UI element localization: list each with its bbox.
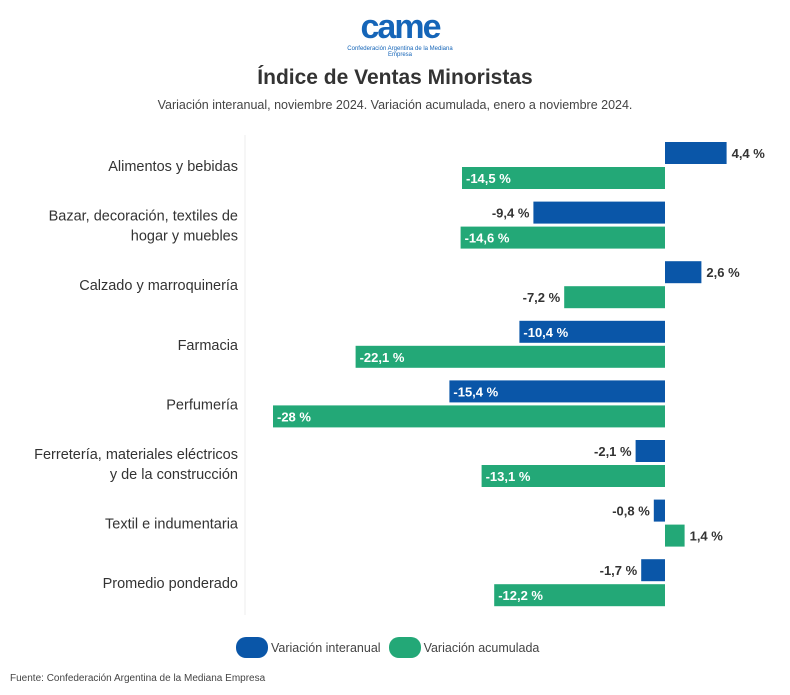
data-label: -15,4 %: [453, 384, 498, 399]
category-label: Textil e indumentaria: [105, 517, 239, 533]
legend: Variación interanual Variación acumulada: [236, 637, 539, 658]
data-label: -13,1 %: [486, 469, 531, 484]
bar-acumulada: [494, 584, 665, 607]
data-label: -10,4 %: [523, 325, 568, 340]
source-note: Fuente: Confederación Argentina de la Me…: [10, 673, 266, 684]
category-label: Alimentos y bebidas: [108, 159, 238, 175]
logo-mark: came: [360, 8, 442, 46]
category-label: Promedio ponderado: [103, 576, 238, 592]
chart-subtitle: Variación interanual, noviembre 2024. Va…: [157, 98, 633, 112]
came-logo: came Confederación Argentina de la Media…: [335, 8, 465, 64]
bar-interanual: [665, 261, 702, 284]
bar-acumulada: [460, 226, 665, 249]
data-label: -9,4 %: [492, 206, 530, 221]
data-label: -12,2 %: [498, 588, 543, 603]
bar-interanual: [533, 201, 665, 224]
legend-label-interanual: Variación interanual: [271, 640, 381, 655]
bar-interanual: [449, 380, 665, 403]
category-label: Perfumería: [166, 397, 239, 413]
legend-label-acumulada: Variación acumulada: [423, 640, 540, 655]
chart-title: Índice de Ventas Minoristas: [257, 66, 533, 89]
data-label: -7,2 %: [523, 290, 561, 305]
data-label: -14,6 %: [465, 231, 510, 246]
bar-acumulada: [462, 167, 665, 189]
logo-tagline: Confederación Argentina de la Mediana Em…: [347, 46, 453, 58]
category-label: Bazar, decoración, textiles de: [49, 209, 238, 225]
data-label: 4,4 %: [732, 146, 766, 161]
category-label: Ferretería, materiales eléctricos: [34, 447, 238, 463]
bar-acumulada: [355, 345, 665, 368]
data-label: 2,6 %: [706, 265, 740, 280]
data-label: -22,1 %: [360, 350, 405, 365]
bar-acumulada: [273, 405, 665, 428]
data-label: -2,1 %: [594, 444, 632, 459]
data-label: -14,5 %: [466, 171, 511, 186]
bar-acumulada: [481, 465, 665, 487]
legend-swatch-interanual: [236, 637, 268, 658]
data-label: -28 %: [277, 409, 311, 424]
category-label: Calzado y marroquinería: [79, 278, 239, 294]
data-label: -1,7 %: [600, 563, 638, 578]
category-label: hogar y muebles: [131, 229, 238, 245]
category-label: y de la construcción: [110, 467, 238, 483]
bar-interanual: [519, 320, 665, 343]
category-label: Farmacia: [178, 338, 239, 354]
bar-acumulada: [564, 286, 665, 309]
data-label: -0,8 %: [612, 504, 650, 519]
legend-swatch-acumulada: [388, 637, 421, 658]
bar-interanual: [641, 559, 665, 582]
bar-interanual: [653, 499, 665, 522]
bar-acumulada: [665, 524, 685, 547]
bar-interanual: [635, 440, 665, 462]
data-label: 1,4 %: [690, 529, 724, 544]
bar-interanual: [665, 142, 727, 164]
